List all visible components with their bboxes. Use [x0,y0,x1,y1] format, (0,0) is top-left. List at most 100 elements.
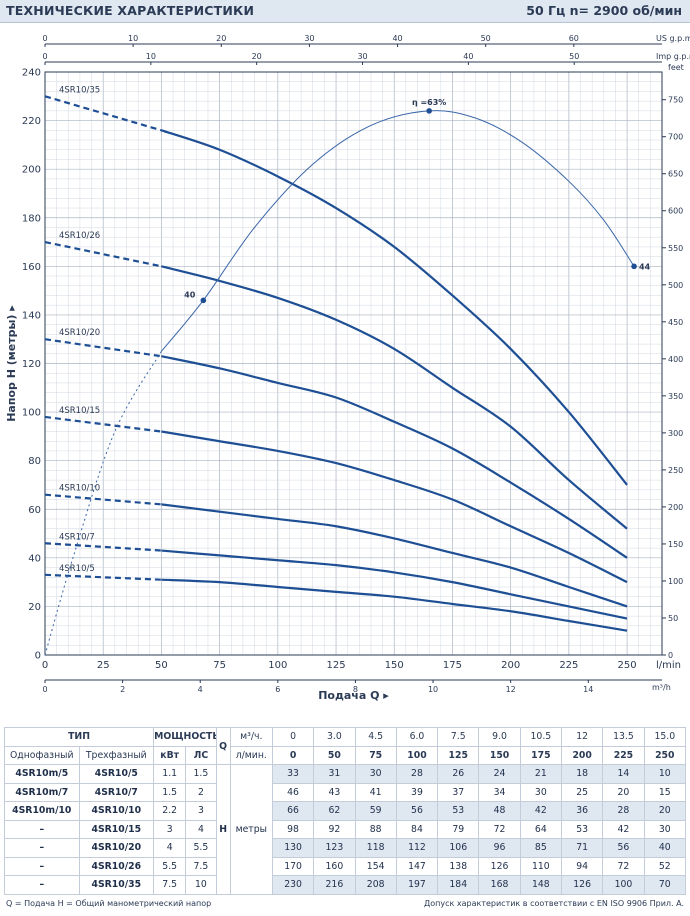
efficiency-point [200,297,207,304]
head-value: 148 [519,875,563,895]
q-symbol: Q [215,727,231,765]
head-value: 26 [437,764,480,784]
y2-tick-label: 100 [668,577,683,586]
x-unit-us: US g.p.m. [656,34,690,43]
series-label: 4SR10/7 [59,532,95,542]
efficiency-point [631,263,637,270]
series-line [161,578,628,632]
head-value: 96 [478,838,521,858]
head-value: 36 [560,801,604,821]
speed-spec: 50 Гц n= 2900 об/мин [526,3,682,18]
y-axis-title: Напор H (метры) ▸ [5,305,18,422]
y-tick-label: 20 [28,602,41,613]
q-lmin-cell: 150 [478,745,521,765]
head-value: 72 [602,856,645,876]
head-value: 72 [478,819,521,839]
x-tick-label-m3h: 12 [506,685,516,694]
head-value: 208 [354,875,397,895]
three-phase-model: 4SR10/15 [78,819,155,839]
head-value: 66 [271,801,315,821]
y2-tick-label: 200 [668,503,683,512]
q-m3h-cell: 0 [271,727,315,747]
q-lmin-cell: 0 [271,745,315,765]
y2-tick-label: 450 [668,318,683,327]
head-value: 52 [643,856,687,876]
x-unit-lmin: l/min [656,660,681,671]
y-tick-label: 60 [28,505,41,516]
three-phase-model: 4SR10/35 [78,875,155,895]
series-line [161,549,628,620]
head-value: 138 [437,856,480,876]
power-kw: 4 [153,838,187,858]
y2-tick-label: 300 [668,429,683,438]
y2-tick-label: 500 [668,281,683,290]
q-m3h-cell: 6.0 [395,727,439,747]
h-symbol: H [215,764,231,895]
head-value: 48 [478,801,521,821]
series-line-dashed [44,95,162,132]
three-phase-model: 4SR10/10 [78,801,155,821]
power-kw: 1.5 [153,782,187,802]
x-tick-label-m3h: 6 [275,685,280,694]
page-title: ТЕХНИЧЕСКИЕ ХАРАКТЕРИСТИКИ [6,3,255,18]
head-value: 106 [437,838,480,858]
head-value: 37 [437,782,480,802]
head-value: 14 [602,764,645,784]
y-tick-label: 160 [22,262,41,273]
power-kw: 5.5 [153,856,187,876]
x-unit-imp: Imp g.p.m. [656,52,690,61]
x-tick-label-us: 60 [569,34,579,43]
x-tick-label-lmin: 225 [559,660,578,671]
head-value: 53 [437,801,480,821]
meters-unit: метры [229,764,273,895]
y2-tick-label: 150 [668,540,683,549]
y-tick-label: 240 [22,68,41,79]
x-tick-label-imp: 40 [463,52,473,61]
type-header: ТИП [3,727,155,747]
y-tick-label: 100 [22,408,41,419]
x-tick-label-lmin: 175 [443,660,462,671]
series-label: 4SR10/35 [59,85,100,95]
x-tick-label-m3h: 2 [120,685,125,694]
power-kw: 1.1 [153,764,187,784]
head-value: 94 [560,856,604,876]
head-value: 230 [271,875,315,895]
q-lmin-cell: 175 [519,745,563,765]
series-line [161,129,628,486]
q-lmin-cell: 225 [602,745,645,765]
head-value: 25 [560,782,604,802]
head-value: 56 [395,801,439,821]
head-value: 30 [643,819,687,839]
power-header: МОЩНОСТЬ [153,727,217,747]
head-value: 70 [643,875,687,895]
x-tick-label-lmin: 150 [385,660,404,671]
q-lmin-cell: 50 [313,745,356,765]
table-row: 4SR10m/7 4SR10/7 1.5 2 46 43 41 39 37 34 30 25 20 15 [4,782,687,802]
x-tick-label-m3h: 10 [428,685,438,694]
head-value: 110 [519,856,563,876]
head-value: 15 [643,782,687,802]
power-kw: 3 [153,819,187,839]
y-tick-label: 220 [22,116,41,127]
three-phase-header: Трехфазный [78,745,155,765]
three-phase-model: 4SR10/7 [78,782,155,802]
x-tick-label-lmin: 100 [268,660,287,671]
q-lmin-cell: 100 [395,745,439,765]
head-value: 170 [271,856,315,876]
efficiency-label: 40 [184,290,196,299]
x-tick-label-lmin: 125 [326,660,345,671]
kw-header: кВт [153,745,187,765]
x-tick-label-lmin: 25 [97,660,110,671]
head-value: 62 [313,801,356,821]
head-value: 31 [313,764,356,784]
series-label: 4SR10/15 [59,406,100,416]
efficiency-label: η =63% [412,98,446,107]
power-hp: 1.5 [185,764,217,784]
efficiency-point [426,108,432,114]
efficiency-label: 44 [639,262,651,271]
head-value: 100 [602,875,645,895]
head-value: 84 [395,819,439,839]
x-tick-label-m3h: 4 [198,685,203,694]
y2-tick-label: 0 [668,651,673,660]
x-tick-label-us: 20 [216,34,226,43]
